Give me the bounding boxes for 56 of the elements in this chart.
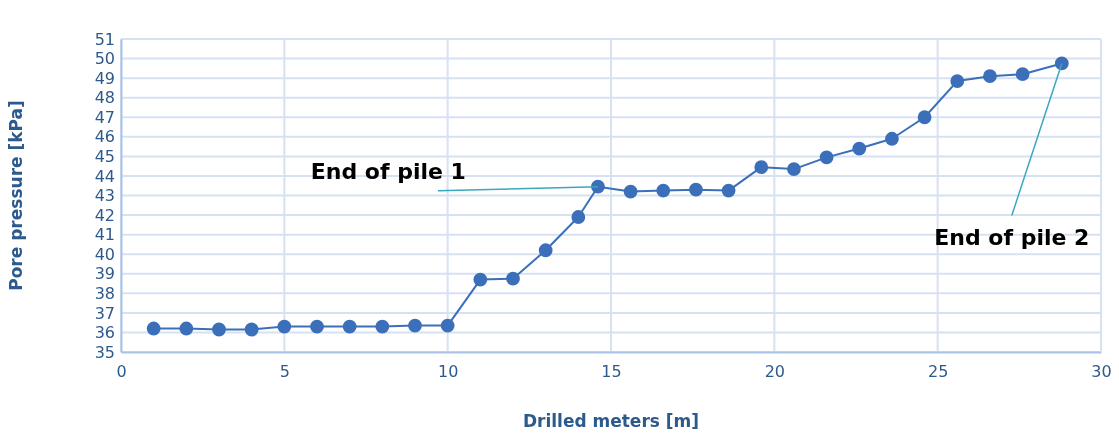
y-tick-label: 42 — [94, 205, 115, 225]
y-tick-label: 49 — [94, 68, 115, 88]
y-tick-label: 45 — [94, 146, 115, 166]
point — [179, 321, 194, 336]
point — [819, 150, 834, 165]
y-tick-label: 39 — [94, 264, 115, 284]
point — [689, 182, 703, 197]
point — [538, 243, 553, 258]
y-tick-label: 51 — [94, 29, 115, 49]
point — [754, 160, 769, 175]
y-tick-label: 47 — [94, 107, 115, 127]
point — [375, 319, 390, 334]
y-tick-label: 41 — [94, 225, 115, 245]
point — [212, 322, 226, 337]
point — [983, 69, 997, 84]
point — [146, 321, 161, 336]
x-tick-label: 5 — [279, 362, 290, 382]
point — [950, 74, 965, 88]
y-tick-label: 38 — [94, 283, 115, 303]
x-tick-label: 25 — [927, 362, 949, 382]
y-tick-label: 44 — [94, 166, 115, 186]
x-tick-label: 15 — [601, 362, 622, 382]
y-tick-label: 48 — [94, 88, 115, 108]
point — [440, 318, 455, 333]
x-tick-label: 30 — [1091, 362, 1112, 382]
point — [310, 319, 324, 334]
y-tick-label: 36 — [94, 323, 115, 343]
x-tick-label: 0 — [116, 362, 127, 382]
y-axis-title: Pore pressure [kPa] — [6, 100, 26, 291]
point — [852, 141, 867, 156]
y-tick-label: 35 — [94, 342, 115, 362]
point — [244, 322, 259, 337]
point — [656, 183, 671, 198]
point — [473, 272, 488, 287]
y-tick-label: 37 — [94, 303, 115, 323]
annotation: End of pile 2 — [934, 225, 1090, 251]
point — [885, 131, 899, 146]
point — [623, 184, 638, 199]
point — [506, 271, 520, 286]
y-tick-label: 40 — [94, 244, 115, 264]
point — [1015, 67, 1030, 82]
point — [591, 179, 605, 194]
x-axis-title: Drilled meters [m] — [522, 411, 700, 431]
x-tick-label: 20 — [764, 362, 786, 382]
point — [342, 319, 357, 334]
point — [917, 110, 932, 125]
x-tick-label: 10 — [437, 362, 459, 382]
y-tick-label: 46 — [94, 127, 115, 147]
point — [277, 319, 292, 334]
point — [408, 318, 422, 333]
annotation: End of pile 1 — [310, 158, 466, 184]
y-tick-label: 50 — [94, 49, 115, 69]
point — [721, 183, 736, 198]
y-tick-label: 43 — [94, 186, 115, 206]
point — [787, 162, 801, 176]
point — [571, 210, 586, 224]
